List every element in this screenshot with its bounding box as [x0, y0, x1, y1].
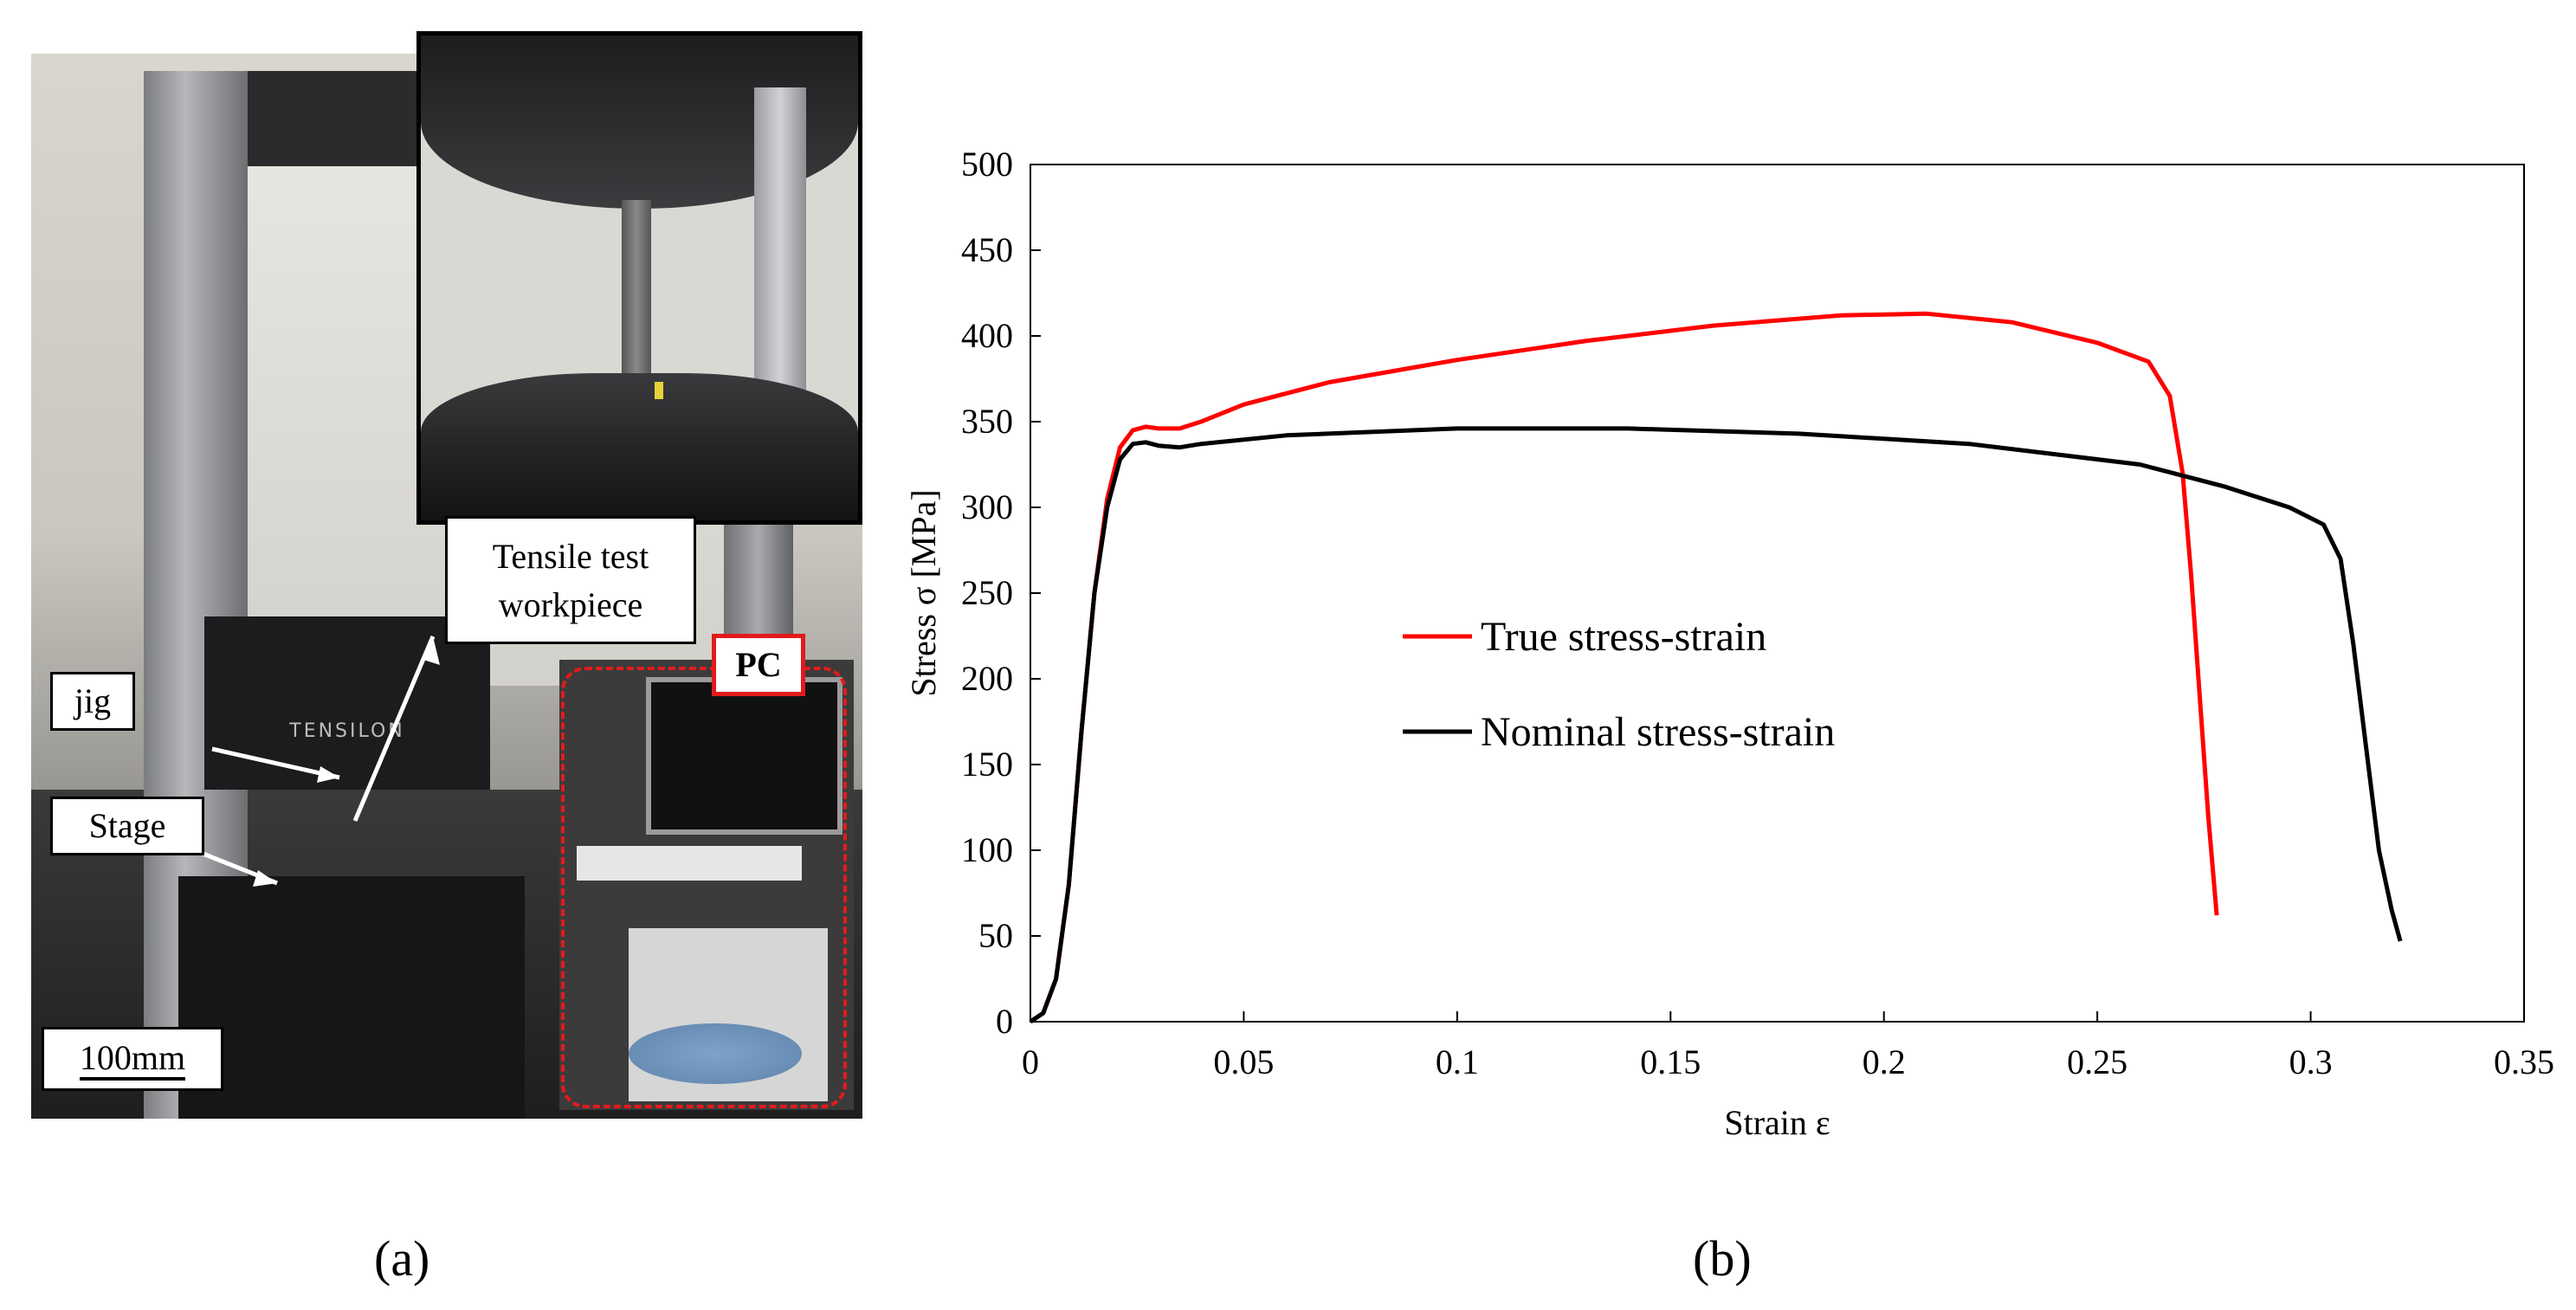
stage-arrowhead [253, 870, 277, 887]
pc-monitor [646, 677, 843, 835]
tensile-workpiece-label: Tensile test workpiece [445, 516, 696, 644]
y-tick-label: 200 [961, 659, 1013, 698]
tensile-label-line2: workpiece [498, 585, 643, 624]
jig-arrowhead [317, 766, 339, 783]
workpiece-arrow [352, 636, 436, 822]
machine-crosshead [204, 616, 490, 790]
panel-b-caption: (b) [1693, 1230, 1752, 1287]
pc-dashed-outline [561, 667, 847, 1108]
yellow-tag [655, 382, 663, 399]
y-tick-label: 100 [961, 830, 1013, 869]
y-tick-label: 400 [961, 316, 1013, 355]
y-tick-label: 150 [961, 745, 1013, 784]
specimen-inset-photo [416, 31, 862, 525]
y-tick-label: 300 [961, 487, 1013, 526]
y-tick-label: 250 [961, 573, 1013, 612]
stool [629, 1023, 802, 1084]
machine-base [178, 876, 525, 1119]
stage-label: Stage [50, 797, 204, 855]
stress-strain-chart: 0 50 100 150 200 250 300 350 400 450 500 0 0.05 0.1 0.… [904, 145, 2554, 1142]
scale-bar-label: 100mm [42, 1027, 223, 1091]
panel-a-caption: (a) [374, 1230, 430, 1287]
x-tick-label: 0 [1022, 1042, 1039, 1081]
y-tick-label: 500 [961, 145, 1013, 184]
jig-label: jig [50, 672, 135, 731]
x-axis-label: Strain ε [1724, 1103, 1830, 1142]
x-tick-label: 0.2 [1863, 1042, 1906, 1081]
scale-bar-text: 100mm [79, 1038, 186, 1081]
legend-label: True stress-strain [1481, 614, 1766, 660]
pc-label: PC [712, 634, 805, 696]
jig-arrow [211, 746, 340, 780]
photo-arrows [200, 636, 440, 887]
legend-label: Nominal stress-strain [1481, 709, 1835, 755]
y-tick-label: 0 [996, 1002, 1013, 1041]
specimen [622, 200, 651, 399]
lower-grip [421, 373, 858, 520]
tensile-label-line1: Tensile test [492, 537, 649, 576]
plot-area: 0 50 100 150 200 250 300 350 400 450 500 0 0.05 0.1 0.… [904, 145, 2554, 1142]
series-line-true [1029, 311, 2219, 1024]
pc-keyboard [577, 846, 802, 881]
workpiece-arrowhead [423, 636, 440, 665]
x-tick-label: 0.3 [2289, 1042, 2333, 1081]
y-axis-label: Stress σ [MPa] [904, 489, 943, 696]
x-tick-label: 0.25 [2067, 1042, 2127, 1081]
plot-frame [1030, 164, 2525, 1023]
series-line-nominal [1029, 426, 2403, 1024]
y-tick-label: 450 [961, 230, 1013, 269]
x-tick-label: 0.15 [1640, 1042, 1701, 1081]
x-tick-label: 0.35 [2494, 1042, 2554, 1081]
x-tick-label: 0.1 [1436, 1042, 1479, 1081]
x-tick-label: 0.05 [1213, 1042, 1274, 1081]
y-tick-label: 350 [961, 402, 1013, 441]
y-tick-label: 50 [978, 916, 1013, 955]
